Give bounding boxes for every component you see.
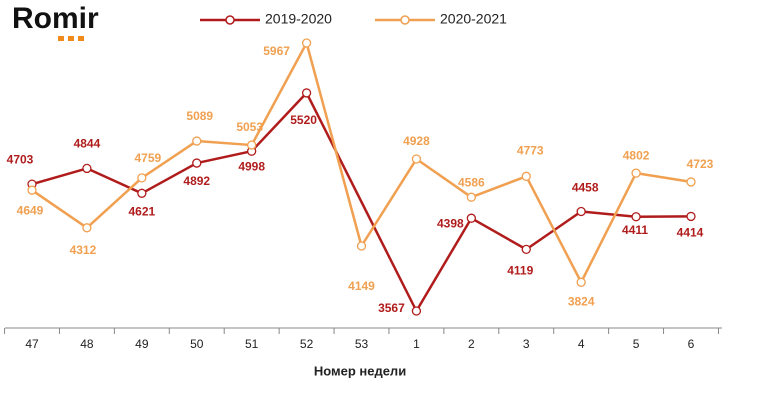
value-label: 4312	[70, 243, 97, 257]
value-label: 4149	[348, 279, 375, 293]
point	[522, 245, 530, 253]
value-label: 4586	[458, 175, 485, 189]
value-label: 3824	[568, 294, 595, 308]
point	[687, 212, 695, 220]
value-label: 4723	[687, 157, 714, 171]
x-tick-label: 2	[468, 337, 475, 351]
value-label: 4398	[437, 216, 464, 230]
x-tick-label: 51	[245, 337, 259, 351]
point	[28, 186, 36, 194]
line-segment	[87, 178, 142, 228]
value-label: 4892	[183, 174, 210, 188]
value-label: 5053	[236, 120, 263, 134]
logo-dots	[58, 36, 84, 41]
x-tick-label: 5	[633, 337, 640, 351]
x-tick-label: 49	[135, 337, 149, 351]
point	[577, 208, 585, 216]
value-label: 5967	[263, 44, 290, 58]
value-label: 4759	[134, 151, 161, 165]
value-label: 5520	[290, 113, 317, 127]
x-tick-label: 52	[300, 337, 314, 351]
value-label: 4844	[74, 137, 101, 151]
x-tick-label: 47	[25, 337, 39, 351]
line-segment	[32, 168, 87, 184]
point	[687, 178, 695, 186]
x-tick-label: 53	[355, 337, 369, 351]
x-tick-label: 6	[688, 337, 695, 351]
point	[138, 189, 146, 197]
value-label: 4458	[572, 181, 599, 195]
value-label: 4119	[507, 264, 533, 278]
x-tick-label: 3	[523, 337, 530, 351]
point	[193, 137, 201, 145]
value-label: 4998	[238, 159, 265, 173]
point	[412, 307, 420, 315]
point	[303, 89, 311, 97]
line-segment	[636, 173, 691, 182]
value-label: 4649	[17, 203, 44, 217]
line-segment	[416, 218, 471, 311]
point	[467, 214, 475, 222]
value-label: 4802	[623, 148, 650, 162]
line-segment	[87, 168, 142, 193]
point	[358, 242, 366, 250]
logo: Romir	[12, 2, 99, 35]
point	[83, 224, 91, 232]
line-segment	[471, 218, 526, 249]
legend-label: 2019-2020	[265, 11, 332, 27]
value-label: 5089	[186, 109, 213, 123]
point	[632, 213, 640, 221]
value-label: 4773	[517, 144, 544, 158]
point	[83, 164, 91, 172]
value-label: 3567	[378, 301, 405, 315]
value-label: 4414	[677, 226, 704, 240]
legend-marker	[401, 16, 409, 24]
line-segment	[581, 212, 636, 217]
point	[522, 172, 530, 180]
value-label: 4411	[622, 223, 648, 237]
value-label: 4928	[403, 134, 430, 148]
point	[577, 278, 585, 286]
x-tick-label: 48	[80, 337, 94, 351]
value-label: 4621	[128, 204, 155, 218]
x-tick-label: 1	[413, 337, 420, 351]
point	[412, 155, 420, 163]
legend-label: 2020-2021	[440, 11, 507, 27]
point	[138, 174, 146, 182]
point	[248, 141, 256, 149]
line-segment	[197, 141, 252, 145]
point	[467, 193, 475, 201]
x-tick-label: 4	[578, 337, 585, 351]
line-segment	[307, 43, 362, 246]
value-label: 4703	[7, 152, 34, 166]
line-segment	[362, 159, 417, 246]
x-tick-label: 50	[190, 337, 204, 351]
legend-marker	[226, 16, 234, 24]
x-axis-title: Номер недели	[314, 363, 406, 378]
point	[193, 159, 201, 167]
point	[632, 169, 640, 177]
point	[303, 39, 311, 47]
